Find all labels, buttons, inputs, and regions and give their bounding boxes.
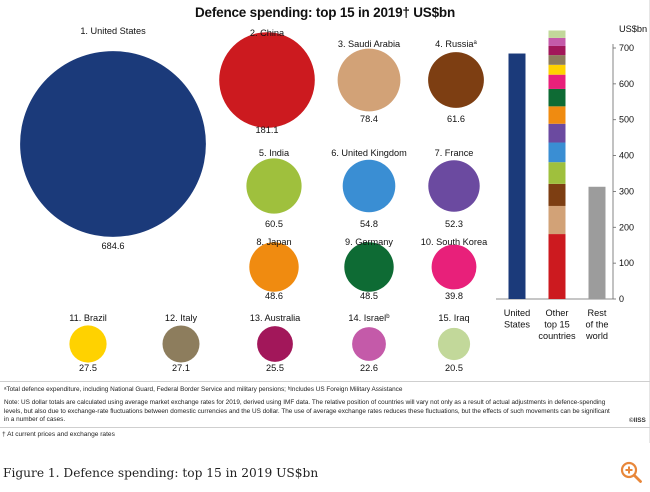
y-tick-label: 400 xyxy=(619,151,634,161)
y-unit-label: US$bn xyxy=(619,24,647,34)
bubble-6 xyxy=(342,159,396,213)
bubble-1 xyxy=(20,51,206,237)
bubble-10 xyxy=(431,244,477,290)
bubble-label: 1. United States xyxy=(80,26,146,36)
bubble-label: 15. Iraq xyxy=(438,313,469,323)
bubble-value: 25.5 xyxy=(266,363,284,373)
bubble-2 xyxy=(219,32,315,128)
dagger-divider xyxy=(0,427,650,428)
bar-segment xyxy=(548,55,566,65)
bubble-label: 2. China xyxy=(250,28,285,38)
bar-segment xyxy=(508,53,526,299)
note-line: Note: US dollar totals are calculated us… xyxy=(4,399,606,406)
footnote-line: ᵃTotal defence expenditure, including Na… xyxy=(4,386,403,393)
bar-segment xyxy=(548,234,566,299)
bubble-3 xyxy=(337,48,401,112)
bar-segment xyxy=(548,74,566,89)
bubble-4 xyxy=(428,52,484,108)
bubble-8 xyxy=(249,242,299,292)
bubble-14 xyxy=(352,327,386,361)
dagger-footnote: † At current prices and exchange rates xyxy=(2,431,115,438)
y-tick-label: 100 xyxy=(619,258,634,268)
bubble-value: 181.1 xyxy=(256,125,279,135)
bubble-label: 5. India xyxy=(259,148,290,158)
bar-category-label: of the xyxy=(586,320,609,330)
bubble-label: 10. South Korea xyxy=(421,237,488,247)
bar-segment xyxy=(548,37,566,46)
bubble-value: 54.8 xyxy=(360,219,378,229)
zoom-in-icon xyxy=(620,461,642,483)
bubble-value: 20.5 xyxy=(445,363,463,373)
y-tick-label: 300 xyxy=(619,186,634,196)
note-line: levels, but also due to exchange-rate fl… xyxy=(4,407,610,415)
bubble-label: 11. Brazil xyxy=(69,313,107,323)
bubble-12 xyxy=(162,325,200,363)
bubble-value: 22.6 xyxy=(360,363,378,373)
chart-title: Defence spending: top 15 in 2019† US$bn xyxy=(194,5,456,20)
bubble-label: 13. Australia xyxy=(250,313,301,323)
bar-segment xyxy=(548,183,566,206)
zoom-button[interactable] xyxy=(618,459,644,485)
bubble-9 xyxy=(344,242,394,292)
bar-segment xyxy=(548,162,566,184)
bubble-label: 6. United Kingdom xyxy=(331,148,407,158)
bar-segment xyxy=(548,142,566,163)
bubble-label: 7. France xyxy=(435,148,474,158)
y-tick-label: 0 xyxy=(619,294,624,304)
bar-segment xyxy=(548,30,566,38)
note-line: in a number of cases. xyxy=(4,416,66,424)
bubble-5 xyxy=(246,158,302,214)
bubble-label: 9. Germany xyxy=(345,237,393,247)
bar-category-label: States xyxy=(504,320,530,330)
bubble-value: 27.5 xyxy=(79,363,97,373)
bar-segment xyxy=(548,106,566,124)
notes-divider xyxy=(0,381,650,382)
bubble-13 xyxy=(257,326,293,362)
bubble-value: 684.6 xyxy=(102,241,125,251)
iiss-logo: ©IISS xyxy=(629,417,646,424)
bubble-label: 8. Japan xyxy=(256,237,291,247)
bar-category-label: world xyxy=(585,331,608,341)
bar-category-label: Other xyxy=(546,308,569,318)
bar-segment xyxy=(548,88,566,107)
bar-category-label: top 15 xyxy=(544,320,570,330)
y-tick-label: 700 xyxy=(619,43,634,53)
bubble-value: 27.1 xyxy=(172,363,190,373)
figure-caption: Figure 1. Defence spending: top 15 in 20… xyxy=(3,466,319,480)
bubble-11 xyxy=(69,325,107,363)
bubble-label: 3. Saudi Arabia xyxy=(338,39,401,49)
bubble-label: 12. Italy xyxy=(165,313,198,323)
bar-segment xyxy=(548,123,566,143)
bar-category-label: Rest xyxy=(588,308,607,318)
bar-segment xyxy=(548,205,566,235)
y-tick-label: 500 xyxy=(619,115,634,125)
bar-segment xyxy=(548,45,566,56)
bubble-value: 78.4 xyxy=(360,114,378,124)
bubble-value: 48.5 xyxy=(360,291,378,301)
defence-spending-chart: 1. United States 684.6 2. China 181.1 3. Sau… xyxy=(20,24,647,373)
bubble-value: 61.6 xyxy=(447,114,465,124)
bubble-value: 52.3 xyxy=(445,219,463,229)
bar-category-label: United xyxy=(504,308,531,318)
bubble-label: 4. Russiaa xyxy=(435,39,477,49)
y-tick-label: 200 xyxy=(619,222,634,232)
bubble-value: 48.6 xyxy=(265,291,283,301)
bubble-label: 14. Israelb xyxy=(348,313,390,323)
bar-segment xyxy=(588,186,606,299)
bubble-7 xyxy=(428,160,480,212)
bar-segment xyxy=(548,64,566,75)
bubble-15 xyxy=(437,327,471,361)
y-tick-label: 600 xyxy=(619,79,634,89)
bubble-value: 60.5 xyxy=(265,219,283,229)
bar-category-label: countries xyxy=(538,331,576,341)
bubble-value: 39.8 xyxy=(445,291,463,301)
